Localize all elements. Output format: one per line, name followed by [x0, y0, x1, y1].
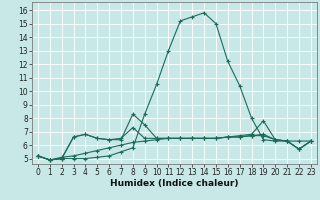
X-axis label: Humidex (Indice chaleur): Humidex (Indice chaleur) — [110, 179, 239, 188]
